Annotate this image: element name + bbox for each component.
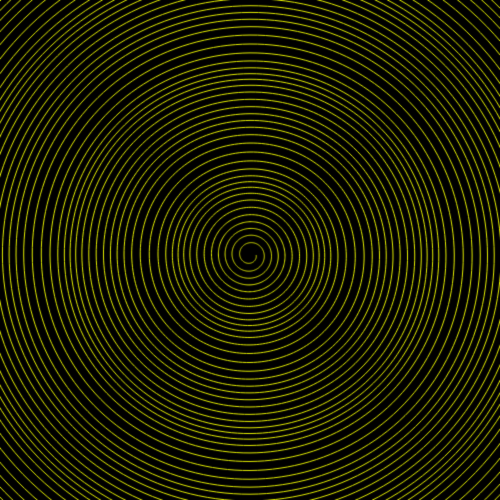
spiral-canvas [0, 0, 500, 500]
